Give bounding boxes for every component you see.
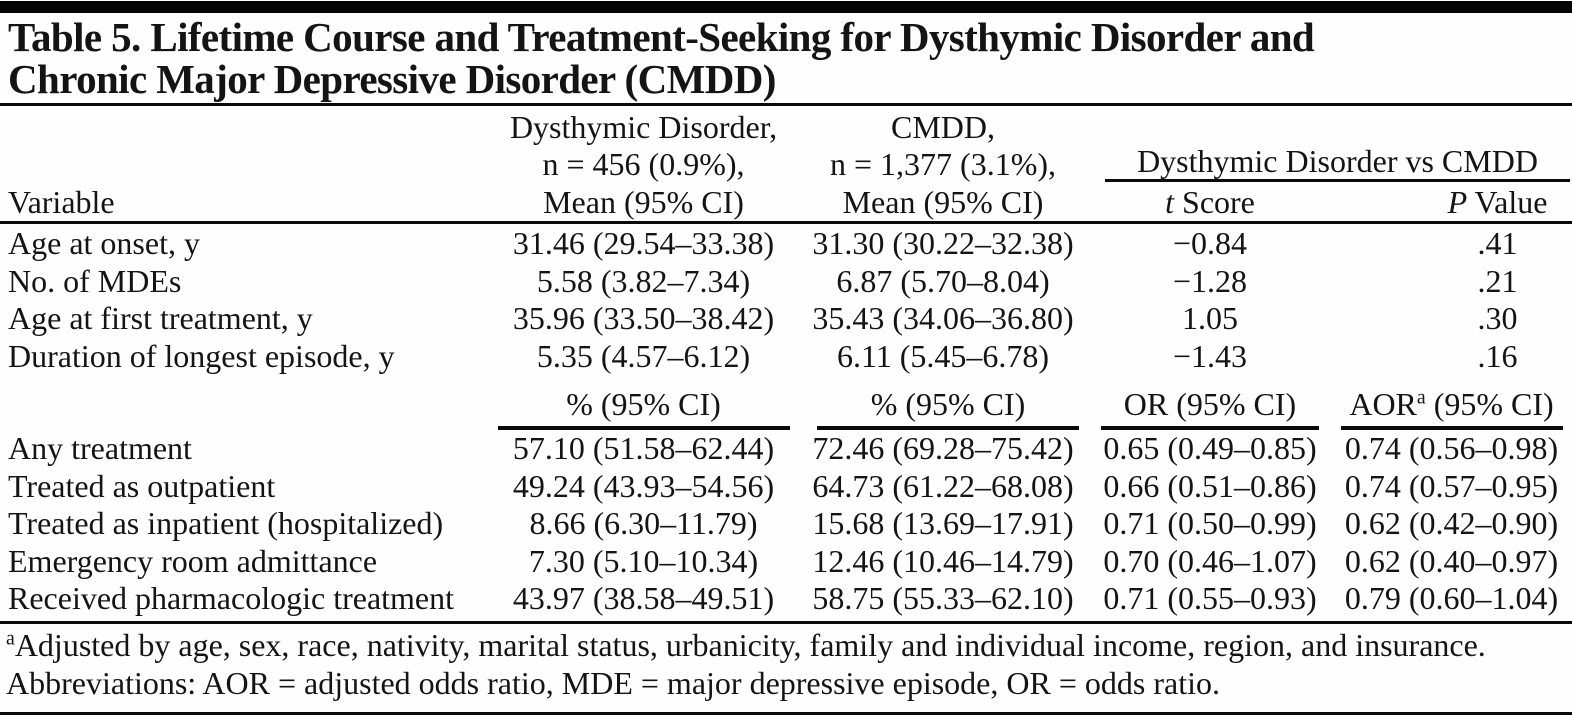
header-variable: Variable (8, 183, 115, 220)
mean-rows-section: Age at onset, y 31.46 (29.54–33.38) 31.3… (6, 225, 1572, 375)
header-dysthymic-line2: n = 456 (0.9%), (542, 146, 745, 182)
footnote-marker-a: a (6, 627, 15, 650)
table-row: Age at onset, y 31.46 (29.54–33.38) 31.3… (6, 225, 1572, 263)
cell-or: 0.71 (0.50–0.99) (1103, 505, 1317, 541)
cell-p-value: .21 (1477, 262, 1518, 299)
cell-p-value: .16 (1477, 337, 1518, 374)
cell-aor: 0.74 (0.56–0.98) (1344, 430, 1559, 466)
header-cmdd-line3: Mean (95% CI) (842, 183, 1044, 220)
cell-t-score: −1.28 (1172, 262, 1248, 299)
cell-aor: 0.62 (0.42–0.90) (1344, 505, 1559, 541)
cell-p-value: .30 (1477, 300, 1518, 336)
row-variable: Treated as outpatient (8, 467, 276, 504)
subheader-or: OR (95% CI) (1089, 376, 1331, 430)
cell-or: 0.71 (0.55–0.93) (1103, 580, 1317, 616)
header-p-value: P Value (1447, 183, 1548, 220)
table-row: Emergency room admittance 7.30 (5.10–10.… (6, 543, 1572, 581)
cell-dysthymic: 43.97 (38.58–49.51) (512, 580, 775, 616)
cell-or: 0.65 (0.49–0.85) (1103, 430, 1317, 466)
rule-below-header (0, 221, 1572, 224)
cell-dysthymic: 57.10 (51.58–62.44) (512, 430, 775, 466)
row-variable: Received pharmacologic treatment (8, 580, 455, 616)
cell-dysthymic: 35.96 (33.50–38.42) (512, 300, 775, 336)
cell-dysthymic: 8.66 (6.30–11.79) (529, 505, 758, 541)
row-variable: No. of MDEs (8, 262, 182, 299)
table-title-line1: Table 5. Lifetime Course and Treatment-S… (8, 14, 1315, 60)
cell-or: 0.70 (0.46–1.07) (1103, 542, 1317, 579)
header-dysthymic-line1: Dysthymic Disorder, (509, 108, 778, 145)
table-row: Received pharmacologic treatment 43.97 (… (6, 580, 1572, 618)
footnote-abbreviations: Abbreviations: AOR = adjusted odds ratio… (6, 664, 1220, 701)
percent-subheader: % (95% CI) % (95% CI) OR (95% CI) AORa (… (6, 376, 1572, 430)
percent-rows-section: Any treatment 57.10 (51.58–62.44) 72.46 … (6, 430, 1572, 618)
cell-dysthymic: 7.30 (5.10–10.34) (528, 542, 759, 579)
table-row: Any treatment 57.10 (51.58–62.44) 72.46 … (6, 430, 1572, 468)
header-dysthymic: Dysthymic Disorder, n = 456 (0.9%), Mean… (490, 109, 797, 222)
cell-dysthymic: 5.35 (4.57–6.12) (536, 337, 751, 374)
cell-dysthymic: 5.58 (3.82–7.34) (536, 262, 751, 299)
row-variable: Treated as inpatient (hospitalized) (8, 505, 444, 541)
cell-t-score: −1.43 (1172, 337, 1248, 374)
aor-footnote-marker: a (1416, 386, 1426, 409)
subheader-aor: AORa (95% CI) (1331, 376, 1572, 430)
cell-t-score: −0.84 (1172, 225, 1248, 261)
table-row: Treated as inpatient (hospitalized) 8.66… (6, 505, 1572, 543)
row-variable: Any treatment (8, 430, 192, 466)
table-title-line2: Chronic Major Depressive Disorder (CMDD) (8, 56, 776, 102)
header-cmdd-line1: CMDD, (890, 108, 995, 145)
bottom-rule (0, 712, 1572, 715)
cell-aor: 0.62 (0.40–0.97) (1344, 542, 1559, 579)
cell-cmdd: 12.46 (10.46–14.79) (812, 542, 1074, 579)
cell-cmdd: 64.73 (61.22–68.08) (812, 467, 1074, 504)
row-variable: Age at onset, y (8, 225, 200, 261)
cell-cmdd: 72.46 (69.28–75.42) (812, 430, 1074, 466)
table-row: No. of MDEs 5.58 (3.82–7.34) 6.87 (5.70–… (6, 263, 1572, 301)
header-dysthymic-line3: Mean (95% CI) (543, 183, 744, 220)
header-cmdd: CMDD, n = 1,377 (3.1%), Mean (95% CI) (797, 109, 1089, 222)
table-row: Age at first treatment, y 35.96 (33.50–3… (6, 300, 1572, 338)
cell-cmdd: 15.68 (13.69–17.91) (812, 505, 1074, 541)
subheader-cmdd: % (95% CI) (797, 376, 1089, 430)
subheader-spacer (6, 376, 490, 430)
cell-aor: 0.79 (0.60–1.04) (1344, 580, 1559, 616)
cell-cmdd: 6.11 (5.45–6.78) (836, 337, 1050, 374)
footnote-adjusted: aAdjusted by age, sex, race, nativity, m… (6, 627, 1486, 663)
table-header: Variable Dysthymic Disorder, n = 456 (0.… (6, 107, 1572, 221)
header-cmdd-line2: n = 1,377 (3.1%), (829, 146, 1056, 182)
cell-dysthymic: 49.24 (43.93–54.56) (512, 467, 775, 504)
cell-cmdd: 6.87 (5.70–8.04) (836, 262, 1050, 299)
table-row: Duration of longest episode, y 5.35 (4.5… (6, 338, 1572, 376)
subheader-dysthymic: % (95% CI) (490, 376, 797, 430)
row-variable: Emergency room admittance (8, 542, 378, 579)
top-black-bar (0, 1, 1572, 13)
rule-above-footnotes (0, 621, 1572, 624)
header-comparison-spanner: Dysthymic Disorder vs CMDD (1105, 143, 1570, 182)
header-t-score: t Score (1165, 183, 1255, 220)
header-comparison-group: Dysthymic Disorder vs CMDD t Score P Val… (1089, 107, 1572, 221)
cell-aor: 0.74 (0.57–0.95) (1344, 467, 1559, 504)
cell-cmdd: 58.75 (55.33–62.10) (812, 580, 1074, 616)
header-t-p-row: t Score P Value (1089, 184, 1572, 222)
rule-below-title (0, 103, 1572, 106)
cell-cmdd: 35.43 (34.06–36.80) (812, 300, 1074, 336)
row-variable: Age at first treatment, y (8, 300, 313, 336)
cell-or: 0.66 (0.51–0.86) (1103, 467, 1317, 504)
cell-cmdd: 31.30 (30.22–32.38) (812, 225, 1074, 261)
cell-dysthymic: 31.46 (29.54–33.38) (512, 225, 775, 261)
table-title: Table 5. Lifetime Course and Treatment-S… (8, 14, 1315, 102)
cell-t-score: 1.05 (1182, 300, 1238, 336)
cell-p-value: .41 (1477, 225, 1518, 261)
footnotes: aAdjusted by age, sex, race, nativity, m… (6, 627, 1572, 702)
row-variable: Duration of longest episode, y (8, 337, 395, 374)
table-row: Treated as outpatient 49.24 (43.93–54.56… (6, 468, 1572, 506)
